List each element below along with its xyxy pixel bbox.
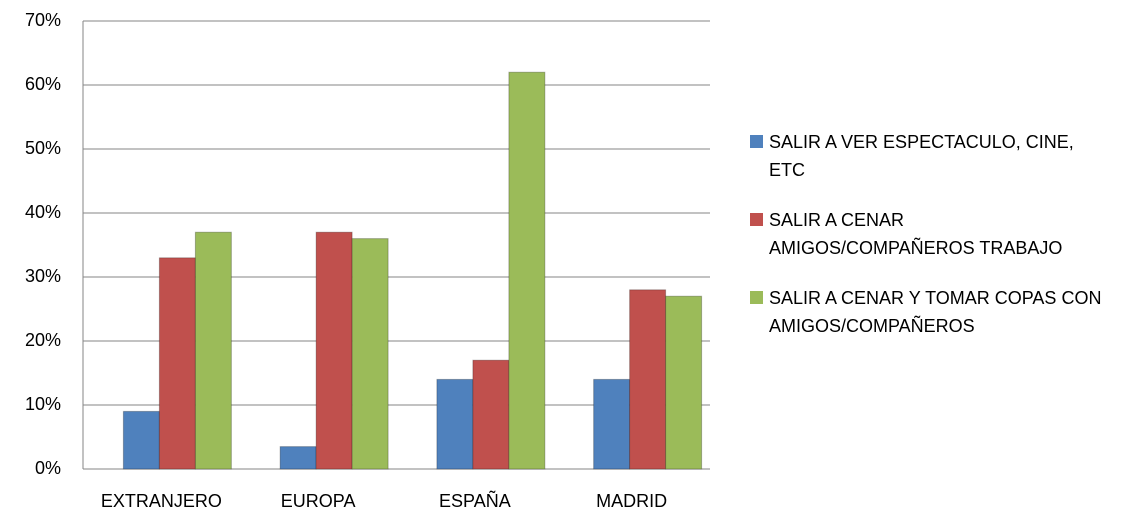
x-tick-label: EUROPA	[281, 491, 356, 511]
legend-label: SALIR A VER ESPECTACULO, CINE, ETC	[769, 132, 1074, 180]
legend-label: SALIR A CENAR Y TOMAR COPAS CON AMIGOS/C…	[769, 288, 1102, 336]
bar	[158, 257, 196, 470]
y-tick-label: 10%	[25, 394, 61, 414]
bar	[436, 378, 474, 470]
bar	[315, 231, 353, 470]
y-tick-label: 70%	[25, 10, 61, 30]
x-tick-label: MADRID	[596, 491, 667, 511]
legend-entry: SALIR A CENAR Y TOMAR COPAS CON AMIGOS/C…	[750, 284, 1110, 340]
y-tick-label: 50%	[25, 138, 61, 158]
bar	[472, 359, 510, 470]
bar	[122, 410, 160, 470]
y-tick-label: 40%	[25, 202, 61, 222]
legend-label: SALIR A CENAR AMIGOS/COMPAÑEROS TRABAJO	[769, 210, 1063, 258]
legend-swatch	[750, 135, 763, 148]
x-tick-label: EXTRANJERO	[101, 491, 222, 511]
bar	[351, 238, 389, 470]
y-tick-label: 20%	[25, 330, 61, 350]
bar	[593, 378, 631, 470]
legend: SALIR A VER ESPECTACULO, CINE, ETC SALIR …	[750, 128, 1110, 362]
bar	[508, 71, 546, 470]
legend-entry: SALIR A CENAR AMIGOS/COMPAÑEROS TRABAJO	[750, 206, 1110, 262]
bar	[279, 446, 317, 470]
legend-swatch	[750, 213, 763, 226]
y-tick-label: 0%	[35, 458, 61, 478]
bar	[194, 231, 232, 470]
y-tick-label: 60%	[25, 74, 61, 94]
x-tick-label: ESPAÑA	[439, 490, 511, 511]
legend-swatch	[750, 291, 763, 304]
bar	[629, 289, 667, 470]
y-tick-label: 30%	[25, 266, 61, 286]
legend-entry: SALIR A VER ESPECTACULO, CINE, ETC	[750, 128, 1110, 184]
bar	[665, 295, 703, 470]
